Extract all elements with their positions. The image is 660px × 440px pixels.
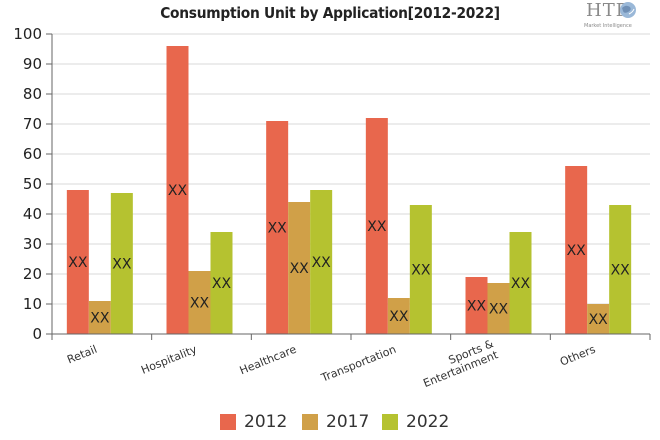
x-tick-label-line: Others — [558, 343, 597, 369]
data-label: XX — [312, 255, 332, 271]
x-tick-label: Hospitality — [139, 343, 199, 377]
y-tick-label: 60 — [23, 145, 42, 163]
labels: 0102030405060708090100XXXXXXRetailXXXXXX… — [13, 25, 630, 390]
logo-tagline: Market Intelligence — [584, 23, 632, 29]
bar-2012 — [465, 277, 488, 334]
axes — [46, 33, 651, 340]
y-tick-label: 10 — [23, 295, 42, 313]
data-label: XX — [168, 183, 188, 199]
data-label: XX — [489, 302, 509, 318]
legend-item-2012: 2012 — [220, 412, 287, 432]
x-tick-label-line: Hospitality — [139, 343, 199, 377]
y-tick-label: 20 — [23, 265, 42, 283]
bar-2017 — [88, 301, 111, 334]
data-label: XX — [190, 296, 210, 312]
y-tick-label: 40 — [23, 205, 42, 223]
bar-2017 — [288, 202, 311, 334]
chart-title: Consumption Unit by Application[2012-202… — [160, 4, 500, 22]
y-tick-label: 100 — [13, 25, 42, 43]
bar-2022 — [210, 232, 233, 334]
bar-2017 — [487, 283, 510, 334]
y-tick-label: 30 — [23, 235, 42, 253]
data-label: XX — [112, 257, 132, 273]
data-label: XX — [467, 299, 487, 315]
data-label: XX — [268, 221, 288, 237]
legend-swatch — [302, 414, 318, 430]
logo-text: HTF — [586, 0, 630, 21]
legend: 2012 2017 2022 — [0, 412, 660, 438]
y-tick-label: 50 — [23, 175, 42, 193]
bar-2017 — [587, 304, 610, 334]
bars — [66, 46, 632, 334]
legend-label: 2017 — [326, 412, 370, 432]
bar-2012 — [66, 190, 89, 334]
data-label: XX — [68, 255, 88, 271]
x-tick-label-line: Healthcare — [238, 343, 299, 378]
bar-2022 — [310, 190, 333, 334]
x-tick-label-line: Retail — [65, 343, 99, 367]
bar-2022 — [609, 205, 632, 334]
y-tick-label: 0 — [32, 325, 42, 343]
data-label: XX — [389, 309, 409, 325]
data-label: XX — [290, 261, 310, 277]
globe-icon — [620, 2, 636, 18]
legend-label: 2022 — [406, 412, 450, 432]
data-label: XX — [212, 276, 232, 292]
bar-chart: 0102030405060708090100XXXXXXRetailXXXXXX… — [13, 25, 651, 390]
data-label: XX — [567, 243, 587, 259]
bar-2022 — [409, 205, 432, 334]
legend-item-2017: 2017 — [302, 412, 369, 432]
bar-2012 — [166, 46, 189, 334]
bar-2022 — [509, 232, 532, 334]
bar-2017 — [387, 298, 410, 334]
bar-2012 — [565, 166, 588, 334]
x-tick-label: Transportation — [319, 343, 398, 385]
legend-swatch — [382, 414, 398, 430]
x-tick-label: Sports &Entertainment — [417, 337, 501, 390]
data-label: XX — [411, 263, 431, 279]
legend-swatch — [220, 414, 236, 430]
legend-item-2022: 2022 — [382, 412, 449, 432]
y-tick-label: 90 — [23, 55, 42, 73]
bar-2017 — [188, 271, 211, 334]
bar-2012 — [266, 121, 289, 334]
y-tick-label: 80 — [23, 85, 42, 103]
x-tick-label-line: Transportation — [319, 343, 398, 385]
data-label: XX — [589, 312, 609, 328]
data-label: XX — [611, 263, 631, 279]
data-label: XX — [367, 219, 387, 235]
bar-2022 — [110, 193, 133, 334]
grid-lines — [52, 33, 650, 335]
x-tick-label: Others — [558, 343, 597, 369]
htf-logo: HTF Market Intelligence — [584, 0, 644, 34]
data-label: XX — [90, 311, 110, 327]
legend-label: 2012 — [244, 412, 288, 432]
y-tick-label: 70 — [23, 115, 42, 133]
bar-2012 — [365, 118, 388, 334]
x-tick-label: Retail — [65, 343, 99, 367]
data-label: XX — [511, 276, 531, 292]
x-tick-label: Healthcare — [238, 343, 299, 378]
